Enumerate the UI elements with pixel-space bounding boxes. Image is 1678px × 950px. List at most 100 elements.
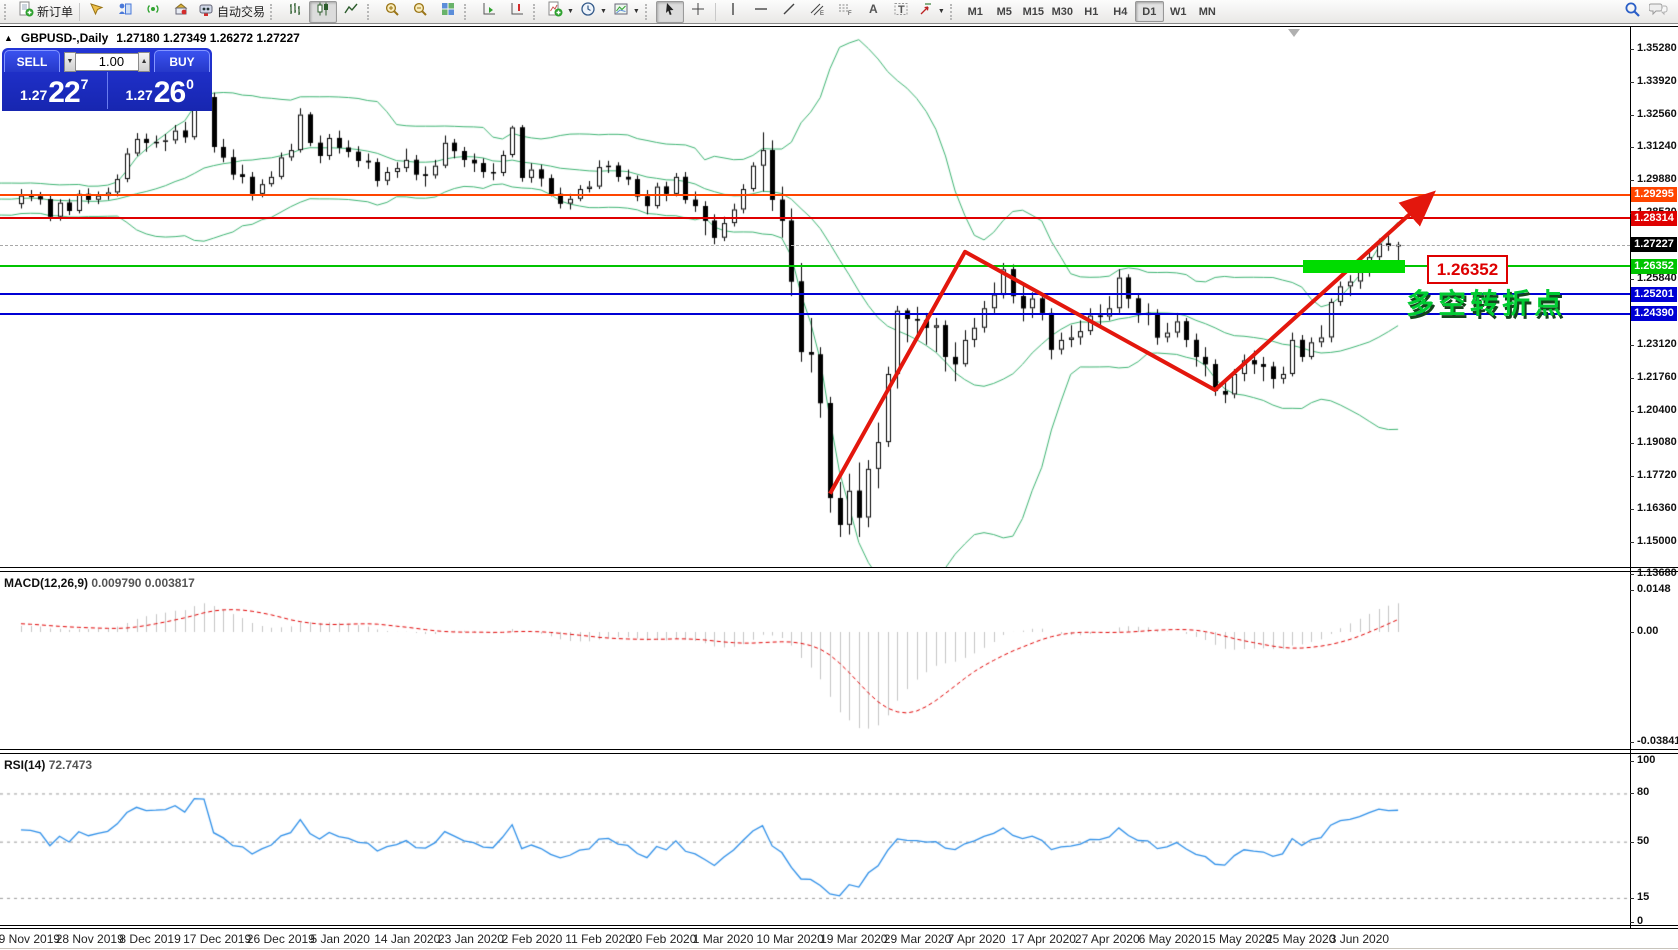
zoom-out-button[interactable] <box>406 1 434 23</box>
main-macd-divider[interactable] <box>0 567 1678 568</box>
tab-timeframe-m5[interactable]: M5 <box>996 5 1012 18</box>
date-axis-label: 10 Mar 2020 <box>756 932 824 946</box>
tab-timeframe-m1[interactable]: M1 <box>967 5 983 18</box>
candlestick-chart-button[interactable] <box>309 0 338 23</box>
data-window-button[interactable] <box>111 1 139 23</box>
shapes-tool-button[interactable]: ▼ <box>915 1 948 23</box>
one-click-trade-panel: SELL ▼ ▲ BUY 1.27 22 7 1.27 26 0 <box>2 48 212 111</box>
price-tick: 1.25840 <box>1637 272 1677 284</box>
support-line-blue-2[interactable] <box>0 313 1630 315</box>
turning-point-annotation[interactable]: 多空转折点 <box>1406 288 1567 319</box>
tab-timeframe-d1[interactable]: D1 <box>1134 1 1164 22</box>
volume-input[interactable] <box>75 52 139 71</box>
fibonacci-tool-button[interactable]: F <box>831 1 859 23</box>
rsi-panel-canvas[interactable] <box>0 754 1630 925</box>
tab-timeframe-h4[interactable]: H4 <box>1113 5 1128 18</box>
indicators-caret: ▼ <box>567 8 574 15</box>
price-tick-dash <box>1630 509 1634 510</box>
date-axis-label: 26 Dec 2019 <box>246 932 315 946</box>
badge-support-blue-2: 1.24390 <box>1631 306 1677 321</box>
price-tick-dash <box>1630 279 1634 280</box>
support-zone-highlight[interactable] <box>1303 260 1405 273</box>
tab-timeframe-mn[interactable]: MN <box>1198 5 1216 18</box>
macd-panel-canvas[interactable] <box>0 572 1630 749</box>
navigator-button[interactable] <box>139 1 167 23</box>
indicators-button[interactable]: ▼ <box>544 1 577 23</box>
auto-scroll-icon <box>481 1 497 22</box>
label-icon: T <box>893 1 909 22</box>
rsi-date-divider-2 <box>0 928 1678 929</box>
hline-tool-button[interactable] <box>747 1 775 23</box>
periods-button[interactable]: ▼ <box>577 1 610 23</box>
chart-shift-marker[interactable] <box>1288 29 1300 37</box>
date-axis-label: 11 Feb 2020 <box>565 932 632 946</box>
macd-signal-value: 0.003817 <box>144 576 195 590</box>
bar-chart-button[interactable] <box>281 1 309 23</box>
tile-windows-button[interactable] <box>434 1 462 23</box>
resistance-line-upper[interactable] <box>0 194 1630 196</box>
buy-price-big: 26 <box>153 76 186 109</box>
sell-price-display[interactable]: 1.27 22 7 <box>2 72 108 109</box>
terminal-button[interactable] <box>167 1 195 23</box>
trendline-tool-button[interactable] <box>775 1 803 23</box>
macd-rsi-divider[interactable] <box>0 749 1678 750</box>
chart-shift-button[interactable] <box>503 1 531 23</box>
macd-indicator-label: MACD(12,26,9) 0.009790 0.003817 <box>4 576 195 590</box>
tab-timeframe-m15[interactable]: M15 <box>1022 5 1044 18</box>
price-tick: 1.32560 <box>1637 108 1677 120</box>
crosshair-tool-button[interactable] <box>684 1 712 23</box>
autotrade-label: 自动交易 <box>217 5 266 19</box>
sell-price-pip: 7 <box>80 76 89 92</box>
tab-timeframe-m30[interactable]: M30 <box>1051 5 1073 18</box>
market-watch-button[interactable] <box>83 1 111 23</box>
macd-rsi-divider-2[interactable] <box>0 753 1678 754</box>
vline-tool-button[interactable] <box>719 1 747 23</box>
support-level-label[interactable]: 1.26352 <box>1427 255 1508 284</box>
price-tick: 1.16360 <box>1637 502 1677 514</box>
auto-scroll-button[interactable] <box>475 1 503 23</box>
toolbar-grip[interactable] <box>4 3 11 20</box>
new-order-button[interactable]: 新订单 <box>15 1 76 23</box>
trend-zigzag-arrow[interactable] <box>0 27 1630 567</box>
symbol-icon: ▲ <box>4 33 13 43</box>
buy-price-display[interactable]: 1.27 26 0 <box>108 72 213 109</box>
buy-price-pip: 0 <box>186 76 194 92</box>
price-tick: 1.17720 <box>1637 469 1677 481</box>
cursor-tool-button[interactable] <box>655 0 684 23</box>
date-axis-label: 6 May 2020 <box>1138 932 1202 946</box>
new-order-label: 新订单 <box>37 5 74 19</box>
line-chart-button[interactable] <box>337 1 365 23</box>
support-line-blue-1[interactable] <box>0 293 1630 295</box>
sell-button[interactable]: SELL <box>4 50 60 72</box>
tab-timeframe-w1[interactable]: W1 <box>1170 5 1187 18</box>
equidistant-channel-icon: E <box>809 1 825 22</box>
chat-icon[interactable] <box>1648 1 1668 22</box>
text-tool-button[interactable]: A <box>859 1 887 23</box>
volume-increment-button[interactable]: ▲ <box>138 51 151 72</box>
shapes-caret: ▼ <box>937 8 945 15</box>
support-line-green[interactable] <box>0 265 1630 267</box>
price-tick-dash <box>1630 82 1634 83</box>
tab-timeframe-h1[interactable]: H1 <box>1084 5 1099 18</box>
bid-price-line[interactable] <box>0 245 1630 246</box>
price-tick-dash <box>1630 180 1634 181</box>
rsi-indicator-label: RSI(14) 72.7473 <box>4 758 93 772</box>
price-chart-canvas[interactable] <box>0 27 1630 567</box>
autotrade-button[interactable]: 自动交易 <box>195 1 268 23</box>
horizontal-line-icon <box>753 1 769 22</box>
indicators-icon <box>547 1 563 22</box>
volume-decrement-button[interactable]: ▼ <box>64 51 76 72</box>
badge-resistance-upper: 1.29295 <box>1631 187 1677 202</box>
zoom-in-button[interactable] <box>378 1 406 23</box>
resistance-line-lower[interactable] <box>0 217 1630 219</box>
label-tool-button[interactable]: T <box>887 1 915 23</box>
templates-button[interactable]: ▼ <box>610 1 643 23</box>
main-macd-divider-2[interactable] <box>0 571 1678 572</box>
buy-price-head: 1.27 <box>125 87 153 103</box>
search-icon[interactable] <box>1624 1 1641 23</box>
macd-tick: -0.038415 <box>1637 735 1678 747</box>
channel-tool-button[interactable]: E <box>803 1 831 23</box>
price-tick: 1.15000 <box>1637 535 1677 547</box>
buy-button[interactable]: BUY <box>154 50 210 72</box>
macd-main-value: 0.009790 <box>91 576 142 590</box>
